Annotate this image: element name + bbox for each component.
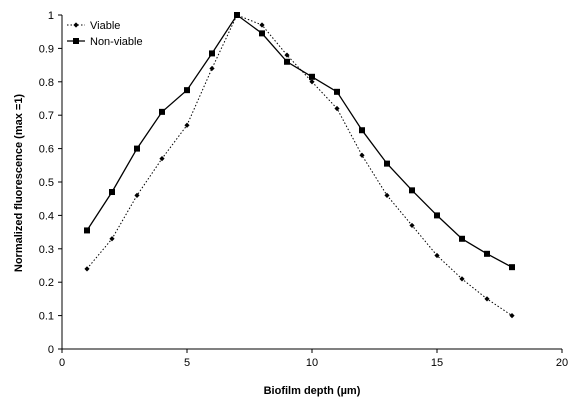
series-non-viable: [84, 12, 515, 271]
y-tick-label: 0.3: [39, 244, 54, 256]
legend: Viable Non-viable: [67, 20, 143, 48]
y-tick-label: 0.1: [39, 311, 54, 323]
data-point-non-viable: [234, 12, 240, 18]
x-axis-title: Biofilm depth (µm): [264, 385, 361, 397]
data-point-non-viable: [459, 235, 465, 242]
data-point-non-viable: [184, 87, 190, 94]
data-point-viable: [134, 192, 140, 198]
data-point-non-viable: [159, 108, 165, 115]
x-tick-label: 20: [556, 357, 568, 369]
x-tick-label: 10: [306, 357, 318, 369]
series-viable: [84, 12, 515, 319]
legend-item-viable: Viable: [67, 20, 120, 32]
data-point-non-viable: [309, 73, 315, 80]
legend-marker-non-viable: [73, 38, 79, 44]
data-point-non-viable: [334, 88, 340, 95]
series-line-viable: [86, 14, 513, 317]
data-point-viable: [384, 192, 390, 198]
y-tick-label: 0.4: [39, 210, 54, 222]
data-point-viable: [309, 79, 315, 85]
data-point-viable: [434, 252, 440, 259]
data-point-viable: [259, 22, 265, 28]
data-point-non-viable: [209, 50, 215, 57]
series-group: [84, 12, 515, 319]
data-point-viable: [159, 156, 165, 162]
data-point-viable: [459, 276, 465, 282]
legend-label-viable: Viable: [90, 20, 120, 32]
data-point-non-viable: [359, 127, 365, 134]
legend-label-non-viable: Non-viable: [90, 36, 143, 48]
y-tick-label: 0.7: [39, 110, 54, 122]
y-axis-title: Normalized fluorescence (max =1): [13, 94, 25, 273]
y-tick-label: 1: [48, 10, 54, 22]
data-point-non-viable: [409, 187, 415, 194]
x-tick-label: 5: [184, 357, 190, 369]
data-point-non-viable: [484, 250, 490, 257]
data-point-non-viable: [134, 145, 140, 152]
data-point-viable: [409, 222, 415, 229]
y-tick-label: 0.2: [39, 277, 54, 289]
data-point-viable: [284, 52, 290, 58]
y-tick-label: 0.5: [39, 177, 54, 189]
data-point-viable: [209, 65, 215, 72]
x-tick-label: 0: [59, 357, 65, 369]
y-tick-label: 0: [48, 344, 54, 356]
ticks: 00.10.20.30.40.50.60.70.80.910 5 10 15 20: [39, 10, 568, 369]
data-point-viable: [509, 313, 515, 319]
y-tick-label: 0.8: [39, 77, 54, 89]
data-point-viable: [109, 236, 115, 242]
x-tick-label: 15: [431, 357, 443, 369]
data-point-non-viable: [384, 160, 390, 167]
data-point-non-viable: [84, 227, 90, 234]
data-point-viable: [334, 105, 340, 112]
data-point-viable: [359, 152, 365, 158]
y-tick-label: 0.6: [39, 144, 54, 156]
series-line-non-viable: [86, 14, 513, 268]
data-point-non-viable: [434, 212, 440, 219]
data-point-non-viable: [284, 58, 290, 65]
data-point-viable: [484, 296, 490, 302]
data-point-non-viable: [509, 264, 515, 271]
data-point-viable: [184, 122, 190, 128]
legend-marker-viable: [73, 22, 79, 28]
data-point-non-viable: [109, 189, 115, 196]
legend-item-non-viable: Non-viable: [67, 36, 143, 48]
y-tick-label: 0.9: [39, 43, 54, 55]
data-point-non-viable: [259, 30, 265, 37]
data-point-viable: [84, 266, 90, 272]
